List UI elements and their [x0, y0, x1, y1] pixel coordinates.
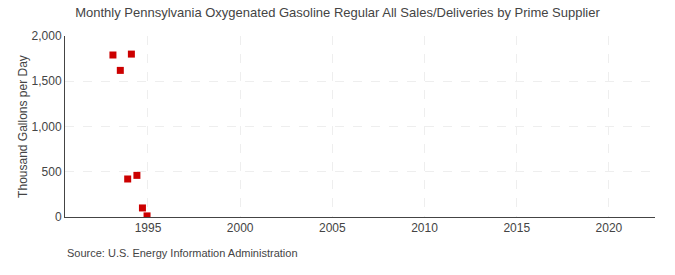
svg-text:Thousand Gallons per Day: Thousand Gallons per Day	[16, 55, 30, 198]
svg-text:500: 500	[42, 165, 62, 179]
svg-text:Source: U.S. Energy Informatio: Source: U.S. Energy Information Administ…	[67, 247, 298, 259]
svg-text:2000: 2000	[227, 221, 254, 235]
svg-text:2015: 2015	[503, 221, 530, 235]
svg-text:2,000: 2,000	[32, 29, 62, 43]
svg-text:Monthly Pennsylvania Oxygenate: Monthly Pennsylvania Oxygenated Gasoline…	[75, 5, 600, 20]
svg-text:2020: 2020	[596, 221, 623, 235]
svg-text:0: 0	[55, 210, 62, 224]
svg-text:1,500: 1,500	[32, 74, 62, 88]
svg-text:2010: 2010	[411, 221, 438, 235]
svg-text:2005: 2005	[319, 221, 346, 235]
svg-text:1995: 1995	[135, 221, 162, 235]
svg-text:1,000: 1,000	[32, 120, 62, 134]
